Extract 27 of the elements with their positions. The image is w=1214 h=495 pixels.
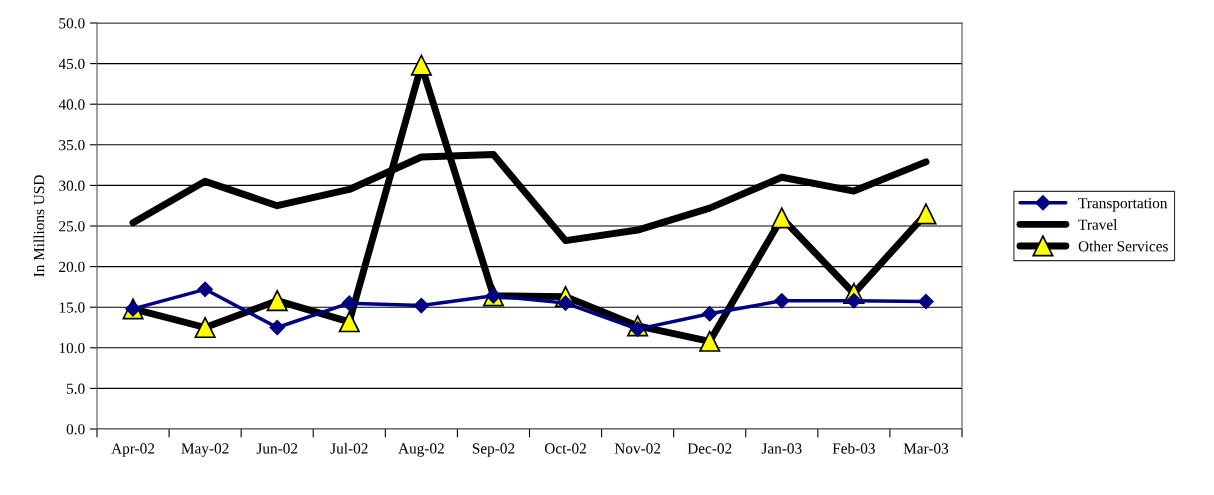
x-tick-label: Nov-02	[614, 443, 661, 454]
legend-label: Other Services	[1078, 240, 1168, 252]
x-tick-label: Feb-03	[832, 442, 875, 454]
x-tick-label: Apr-02	[111, 443, 155, 457]
y-tick-label: 20.0	[59, 261, 85, 273]
x-tick-label: Aug-02	[398, 443, 444, 457]
y-tick-label: 0.0	[66, 424, 85, 435]
y-tick-label: 50.0	[59, 18, 85, 29]
x-tick-label: Jun-02	[256, 443, 298, 454]
x-tick-label: Dec-02	[687, 443, 732, 454]
y-axis-title: In Millions USD	[33, 175, 45, 277]
y-tick-label: 10.0	[59, 342, 85, 354]
y-tick-label: 15.0	[59, 302, 85, 313]
y-tick-label: 30.0	[59, 180, 85, 191]
legend-label: Travel	[1078, 219, 1118, 230]
x-tick-label: Jul-02	[330, 442, 368, 454]
y-tick-label: 40.0	[58, 99, 85, 110]
x-tick-label: Mar-03	[903, 443, 949, 454]
x-tick-label: Jan-03	[761, 443, 802, 454]
x-tick-label: Oct-02	[544, 443, 586, 454]
y-tick-label: 45.0	[58, 58, 85, 70]
y-tick-label: 5.0	[66, 383, 85, 394]
x-tick-label: May-02	[181, 443, 229, 457]
y-tick-label: 35.0	[59, 139, 85, 151]
legend-label: Transportation	[1078, 198, 1168, 212]
y-tick-label: 25.0	[59, 221, 85, 232]
x-tick-label: Sep-02	[472, 443, 515, 457]
